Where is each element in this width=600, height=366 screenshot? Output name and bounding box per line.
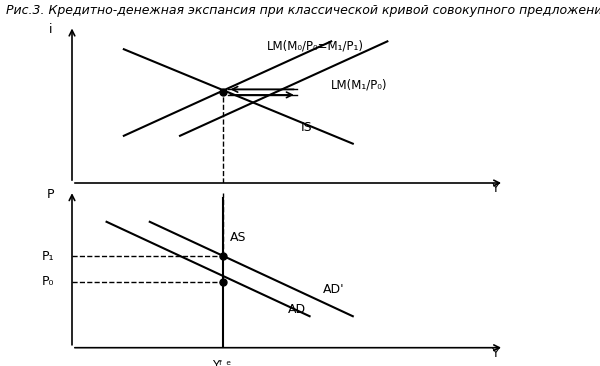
Text: LM(M₁/P₀): LM(M₁/P₀) bbox=[331, 79, 388, 92]
Text: Y: Y bbox=[491, 182, 499, 195]
Text: AD: AD bbox=[288, 303, 306, 316]
Text: LM(M₀/P₀=M₁/P₁): LM(M₀/P₀=M₁/P₁) bbox=[266, 39, 364, 52]
Text: Yᶠ.ᵉ.: Yᶠ.ᵉ. bbox=[212, 359, 235, 366]
Text: AS: AS bbox=[230, 231, 246, 244]
Text: P₁: P₁ bbox=[42, 250, 55, 263]
Text: Y: Y bbox=[491, 347, 499, 360]
Text: IS: IS bbox=[301, 121, 313, 134]
Text: i: i bbox=[49, 23, 52, 37]
Text: P₀: P₀ bbox=[42, 275, 55, 288]
Text: P: P bbox=[47, 188, 54, 201]
Text: AD': AD' bbox=[323, 283, 344, 296]
Text: Рис.3. Кредитно-денежная экспансия при классической кривой совокупного предложен: Рис.3. Кредитно-денежная экспансия при к… bbox=[6, 4, 600, 17]
